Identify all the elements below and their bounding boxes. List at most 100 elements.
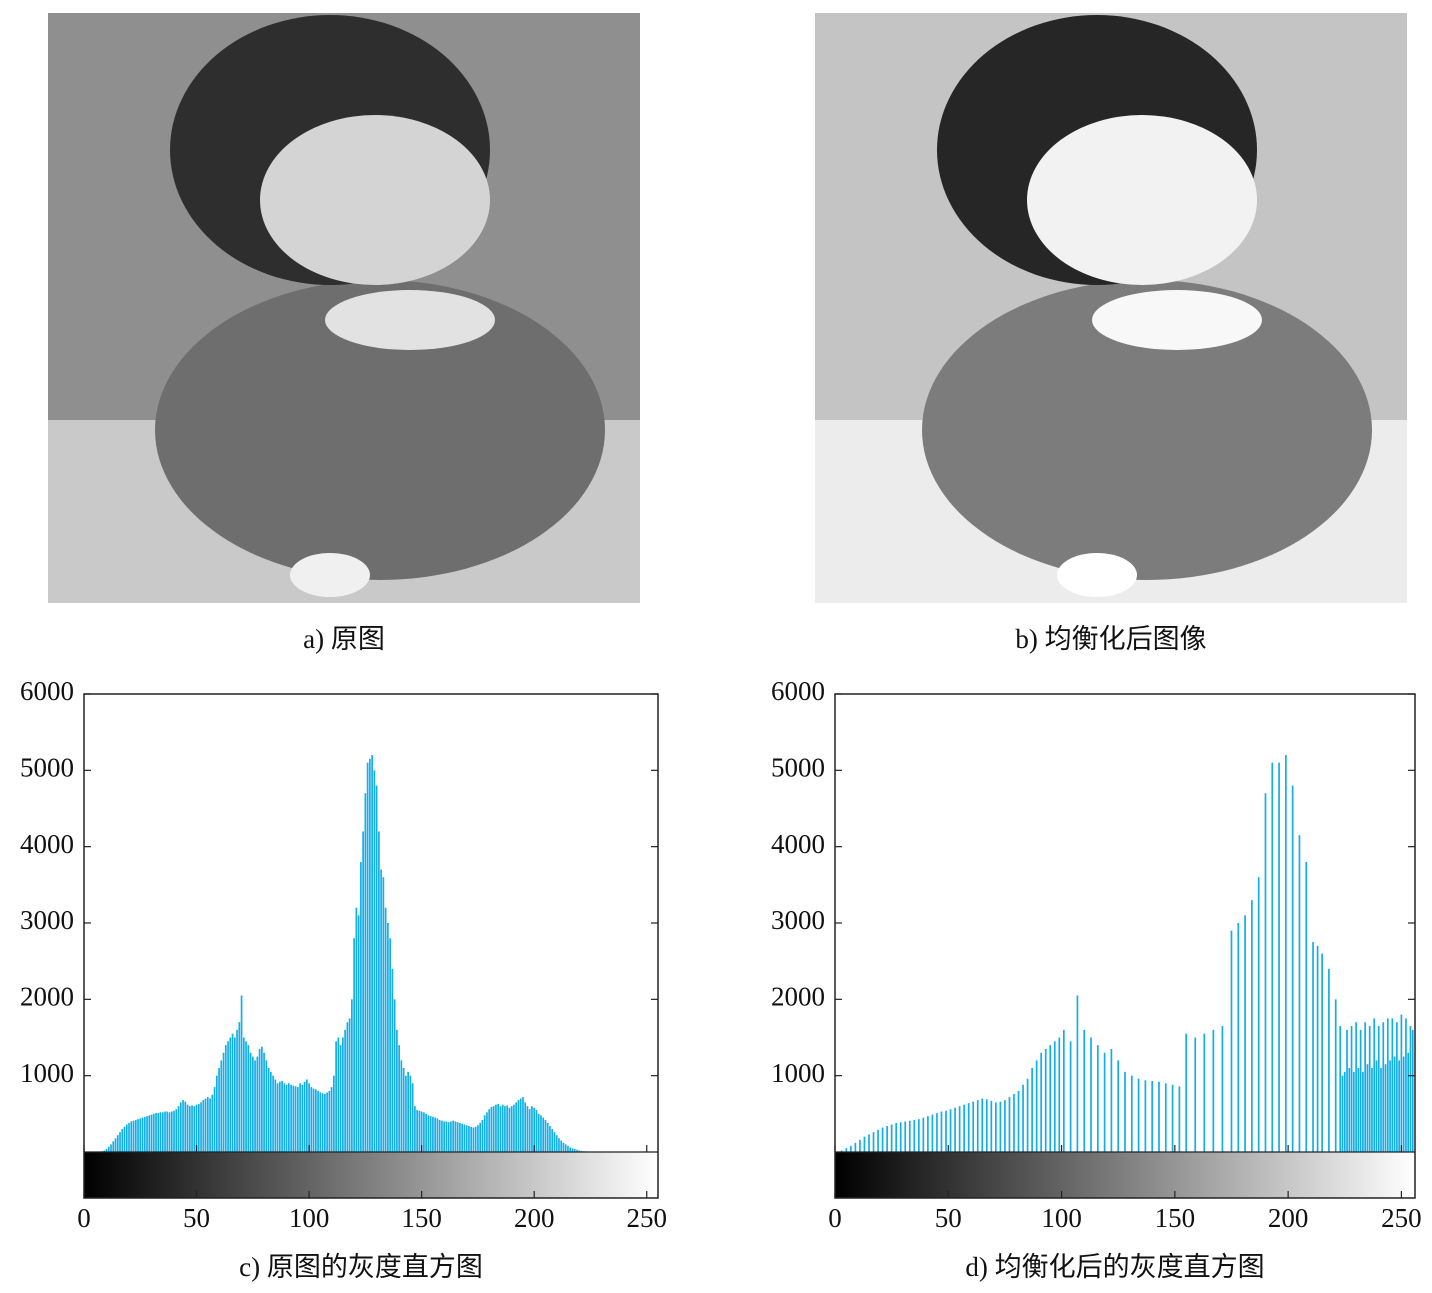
bar [967,1103,970,1152]
bar [1377,1026,1380,1152]
bar [1278,762,1280,1152]
bar [378,831,380,1152]
bar [432,1116,434,1152]
bar [375,785,378,1152]
bar [515,1102,518,1152]
bar [292,1085,295,1152]
bar [348,1018,351,1152]
bar [1384,1064,1387,1152]
bar [166,1111,169,1152]
bar [470,1126,473,1152]
bar [319,1092,322,1152]
bar [454,1121,457,1152]
bar [1316,945,1319,1152]
bar [389,938,391,1152]
bar [576,1149,578,1152]
y-tick-label: 3000 [771,905,825,935]
bar [461,1123,464,1152]
bar [1364,1022,1367,1152]
bar [840,1150,843,1152]
bar [267,1068,270,1152]
bar [366,762,369,1152]
bar [1069,1041,1072,1152]
bar [1137,1078,1140,1152]
x-tick-label: 0 [77,1203,91,1233]
bar [445,1121,448,1152]
bar [1090,1037,1092,1152]
bar [353,938,355,1152]
bar [416,1110,418,1152]
bar [105,1148,108,1152]
bar [447,1122,450,1152]
bar [285,1084,288,1152]
bar [299,1083,301,1152]
bar [564,1144,567,1152]
caption: a) 原图 [303,624,385,654]
bar [402,1068,405,1152]
y-tick-label: 6000 [20,676,74,706]
bar [1375,1060,1378,1152]
bar [1359,1029,1362,1152]
bar [890,1124,893,1152]
bar [224,1045,227,1152]
bar [382,877,385,1152]
bar [1212,1029,1215,1152]
bar [1264,793,1267,1152]
bar [995,1102,997,1152]
bar [373,770,376,1152]
bar [116,1135,119,1152]
bar [472,1127,475,1152]
bar [544,1119,547,1152]
bar [152,1113,155,1152]
bar [434,1117,436,1152]
bar [492,1106,495,1152]
bar [398,1045,400,1152]
bar [128,1122,130,1152]
bar [146,1116,148,1152]
x-tick-label: 50 [183,1203,210,1233]
bar [186,1104,189,1152]
bar [477,1125,479,1152]
bar [206,1097,209,1152]
bar [400,1060,403,1152]
bar [1411,1029,1414,1152]
bar [488,1109,491,1152]
bar [499,1106,502,1152]
bar [369,758,371,1152]
bar [1391,1018,1394,1152]
bar [130,1121,133,1152]
bar [1171,1084,1174,1152]
bar [537,1113,540,1152]
bar [528,1109,531,1152]
bar [238,1022,241,1152]
bar [999,1101,1002,1152]
bar [1355,1022,1357,1152]
bar [524,1102,527,1152]
bar [1386,1018,1389,1152]
bar [107,1146,110,1152]
bar [479,1122,482,1152]
bar [1396,1022,1398,1152]
bar [553,1132,556,1152]
bar [269,1071,272,1152]
bar [1130,1075,1133,1152]
bar [242,1037,245,1152]
bar [985,1099,988,1152]
bar [1348,1068,1351,1152]
x-tick-label: 100 [289,1203,330,1233]
bar [278,1081,281,1152]
bar [409,1075,412,1152]
bar [173,1110,175,1152]
bar [1271,762,1274,1152]
bar [393,999,396,1152]
bar [360,861,362,1152]
bar [391,968,394,1152]
bar [1352,1071,1355,1152]
bar [175,1109,178,1152]
x-tick-label: 250 [626,1203,667,1233]
bar [161,1112,164,1152]
x-tick-label: 0 [828,1203,842,1233]
y-tick-label: 4000 [771,829,825,859]
bar [274,1079,277,1152]
y-tick-label: 1000 [20,1058,74,1088]
